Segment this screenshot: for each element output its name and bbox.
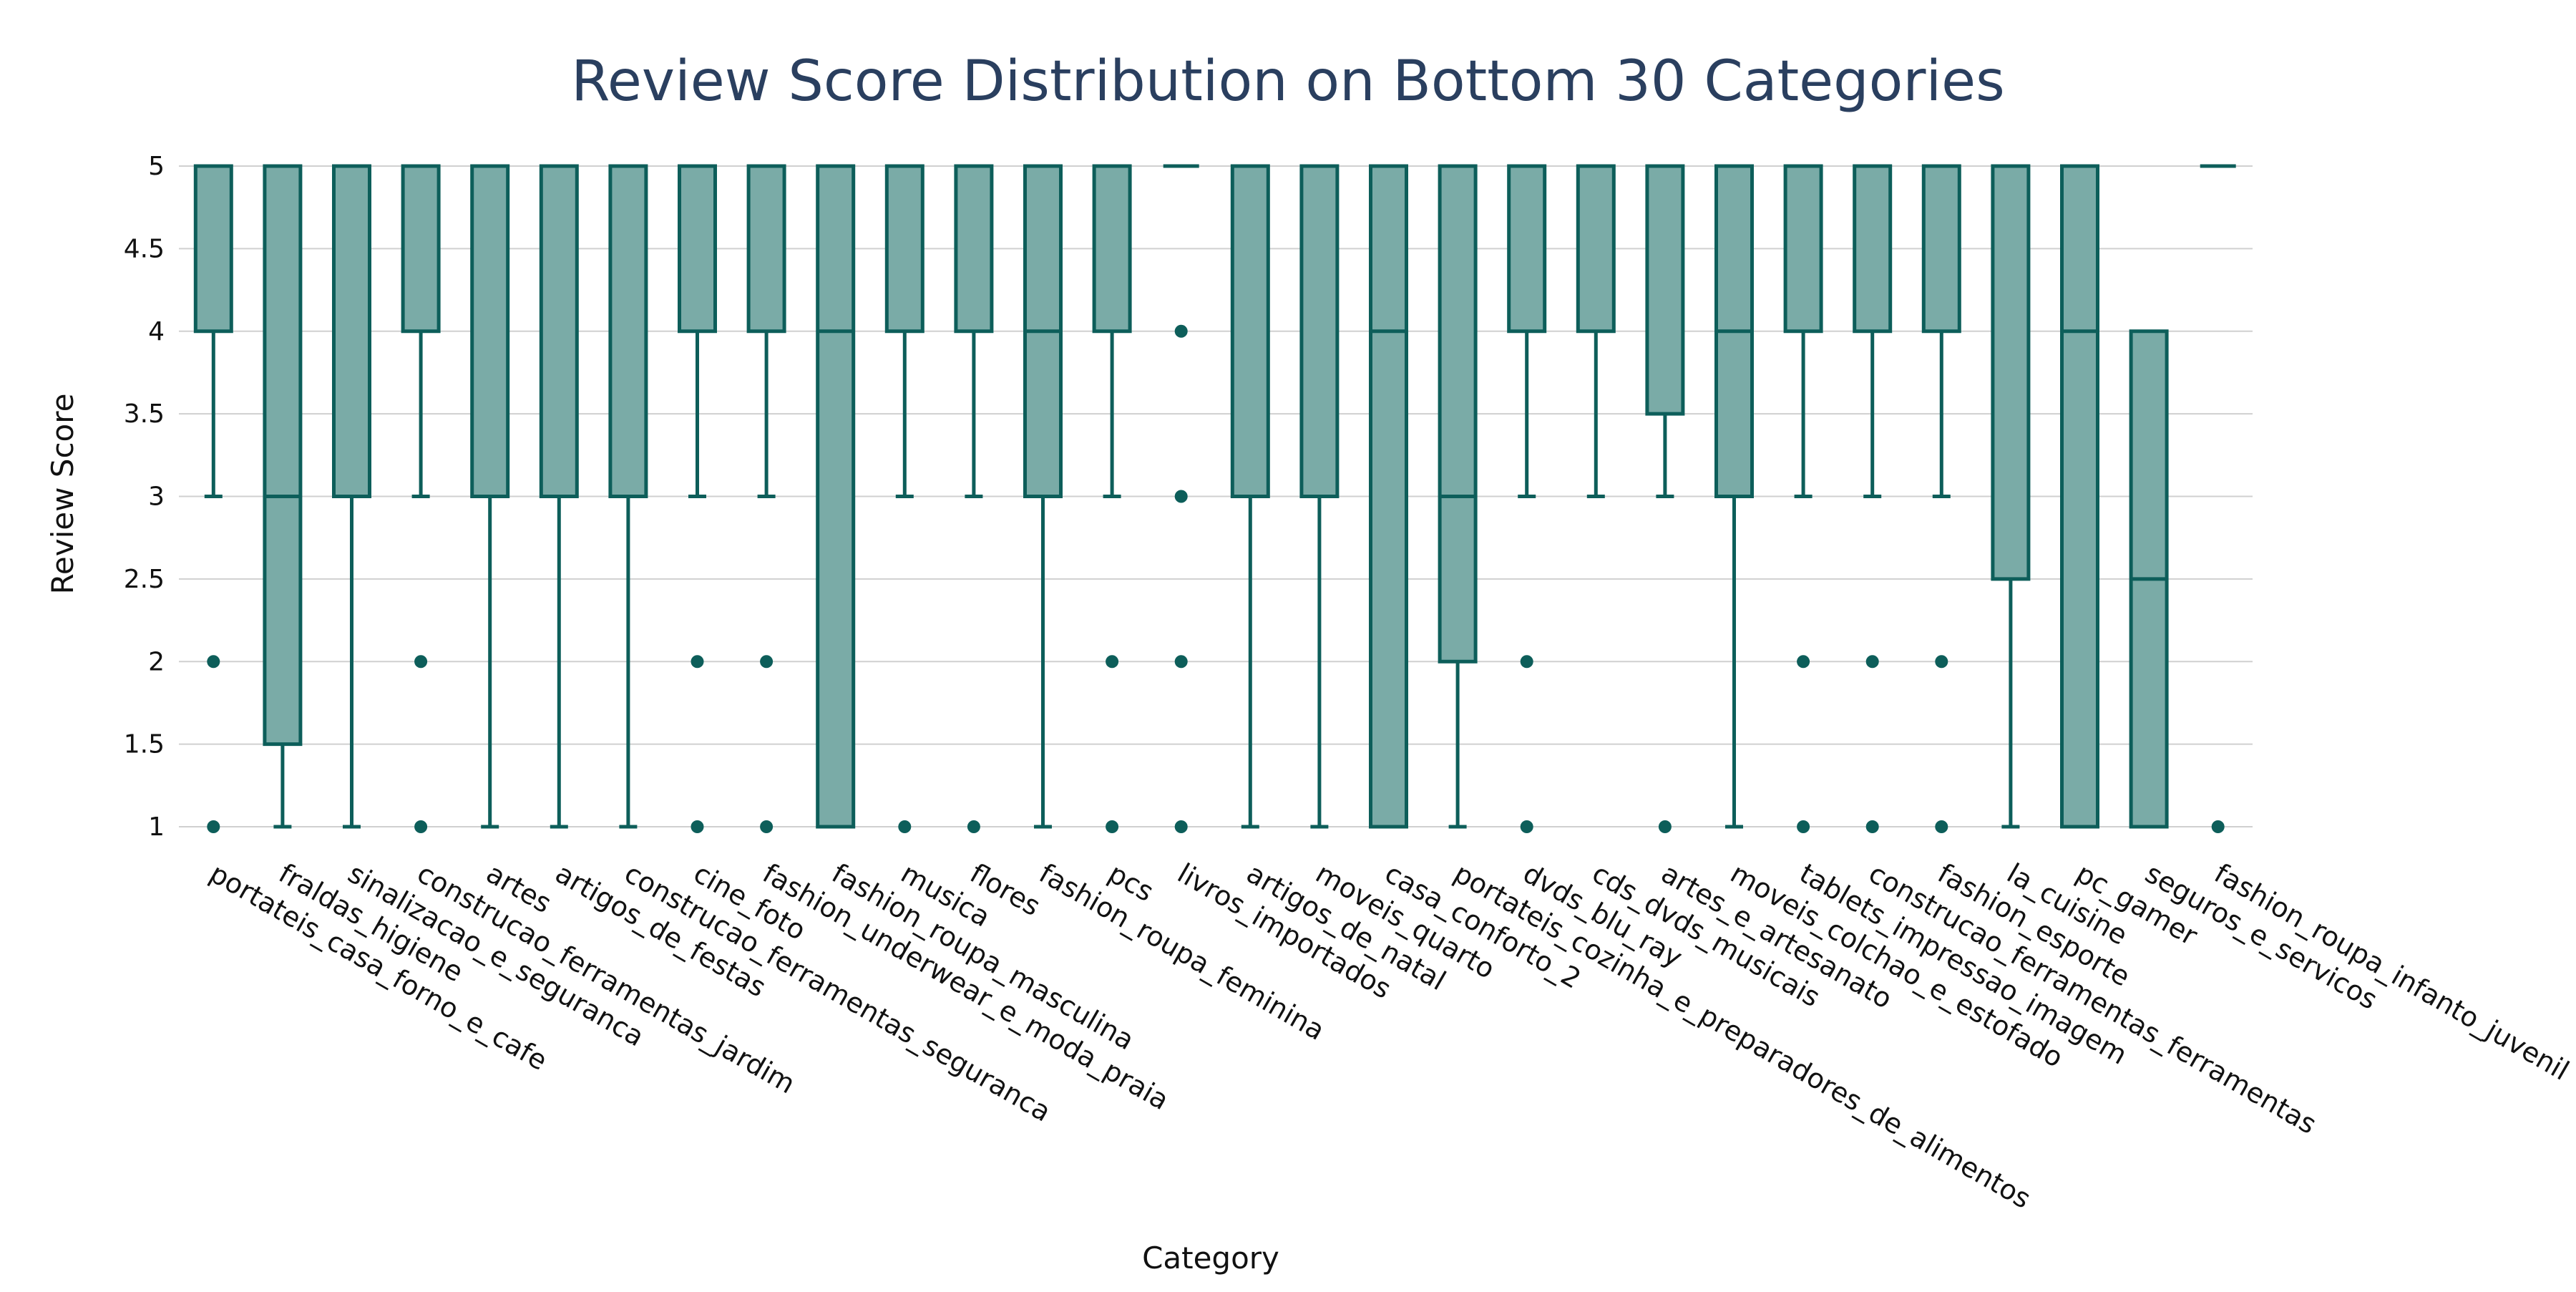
box-flores <box>954 164 994 833</box>
box-moveis_quarto <box>1299 164 1340 829</box>
box-body <box>470 164 510 498</box>
box-body <box>332 164 371 498</box>
box-body <box>401 164 441 334</box>
box-body <box>1299 164 1340 498</box>
box-tablets_impressao_imagem <box>1783 164 1823 833</box>
outlier-point <box>1935 655 1948 669</box>
y-axis-title: Review Score <box>45 394 80 595</box>
y-tick-label: 4.5 <box>124 234 165 263</box>
y-tick-label: 2.5 <box>124 565 165 594</box>
outlier-point <box>760 820 774 833</box>
x-axis-title: Category <box>1142 1240 1279 1276</box>
box-body <box>1438 164 1478 664</box>
box-series <box>193 164 2236 833</box>
box-portateis_casa_forno_e_cafe <box>193 164 233 833</box>
box-artes_e_artesanato <box>1645 164 1685 833</box>
chart-title: Review Score Distribution on Bottom 30 C… <box>571 49 2005 114</box>
box-body <box>1576 164 1616 334</box>
box-cds_dvds_musicais <box>1576 164 1616 498</box>
box-portateis_cozinha_e_preparadores_de_alimentos <box>1438 164 1478 829</box>
box-body <box>193 164 233 334</box>
box-moveis_colchao_e_estofado <box>1714 164 1754 829</box>
box-construcao_ferramentas_ferramentas <box>1853 164 1893 833</box>
box-fashion_roupa_feminina <box>1023 164 1063 829</box>
y-tick-label: 5 <box>148 152 165 181</box>
box-body <box>678 164 717 334</box>
outlier-point <box>1658 820 1672 833</box>
box-cine_foto <box>678 164 717 833</box>
box-body <box>884 164 924 334</box>
y-tick-label: 1 <box>148 812 165 842</box>
box-body <box>1921 164 1961 334</box>
box-artes <box>470 164 510 829</box>
box-musica <box>884 164 924 833</box>
outlier-point <box>1935 820 1948 833</box>
box-body <box>816 164 856 829</box>
box-body <box>1783 164 1823 334</box>
box-sinalizacao_e_seguranca <box>332 164 371 829</box>
outlier-point <box>760 655 774 669</box>
box-body <box>1507 164 1547 334</box>
box-body <box>746 164 786 334</box>
box-pc_gamer <box>2060 164 2099 829</box>
box-fraldas_higiene <box>263 164 303 829</box>
box-seguros_e_servicos <box>2129 329 2169 829</box>
box-fashion_esporte <box>1921 164 1961 833</box>
outlier-point <box>1797 655 1810 669</box>
box-body <box>1369 164 1408 829</box>
y-tick-label: 1.5 <box>124 730 165 759</box>
outlier-point <box>207 820 220 833</box>
box-fashion_roupa_masculina <box>816 164 856 829</box>
outlier-point <box>1106 820 1119 833</box>
grid-lines <box>179 165 2253 827</box>
box-artigos_de_festas <box>539 164 579 829</box>
outlier-point <box>1520 655 1533 669</box>
outlier-point <box>2211 820 2225 833</box>
outlier-point <box>691 820 704 833</box>
y-tick-label: 3.5 <box>124 399 165 429</box>
outlier-point <box>1106 655 1119 669</box>
y-tick-label: 2 <box>148 647 165 676</box>
box-construcao_ferramentas_seguranca <box>608 164 648 829</box>
box-la_cuisine <box>1991 164 2031 829</box>
box-dvds_blu_ray <box>1507 164 1547 833</box>
outlier-point <box>967 820 980 833</box>
outlier-point <box>1865 820 1879 833</box>
box-body <box>2060 164 2099 829</box>
box-pcs <box>1092 164 1132 833</box>
box-construcao_ferramentas_jardim <box>401 164 441 833</box>
box-body <box>1645 164 1685 416</box>
box-body <box>1230 164 1270 498</box>
box-artigos_de_natal <box>1230 164 1270 829</box>
y-tick-label: 4 <box>148 317 165 346</box>
box-body <box>1092 164 1132 334</box>
outlier-point <box>1174 655 1188 669</box>
y-tick-label: 3 <box>148 482 165 512</box>
outlier-point <box>207 655 220 669</box>
box-livros_importados <box>1163 164 1199 833</box>
outlier-point <box>898 820 912 833</box>
outlier-point <box>414 655 428 669</box>
outlier-point <box>1797 820 1810 833</box>
box-fashion_underwear_e_moda_praia <box>746 164 786 833</box>
outlier-point <box>1865 655 1879 669</box>
y-tick-labels: 1 1.5 2 2.5 3 3.5 4 4.5 5 <box>124 152 165 842</box>
box-body <box>263 164 303 747</box>
outlier-point <box>1174 324 1188 338</box>
box-body <box>608 164 648 498</box>
outlier-point <box>1174 820 1188 833</box>
box-casa_conforto_2 <box>1369 164 1408 829</box>
box-body <box>1991 164 2031 581</box>
box-body <box>539 164 579 498</box>
box-fashion_roupa_infanto_juvenil <box>2200 164 2236 833</box>
outlier-point <box>691 655 704 669</box>
outlier-point <box>414 820 428 833</box>
outlier-point <box>1520 820 1533 833</box>
box-body <box>954 164 994 334</box>
box-body <box>1853 164 1893 334</box>
outlier-point <box>1174 490 1188 503</box>
